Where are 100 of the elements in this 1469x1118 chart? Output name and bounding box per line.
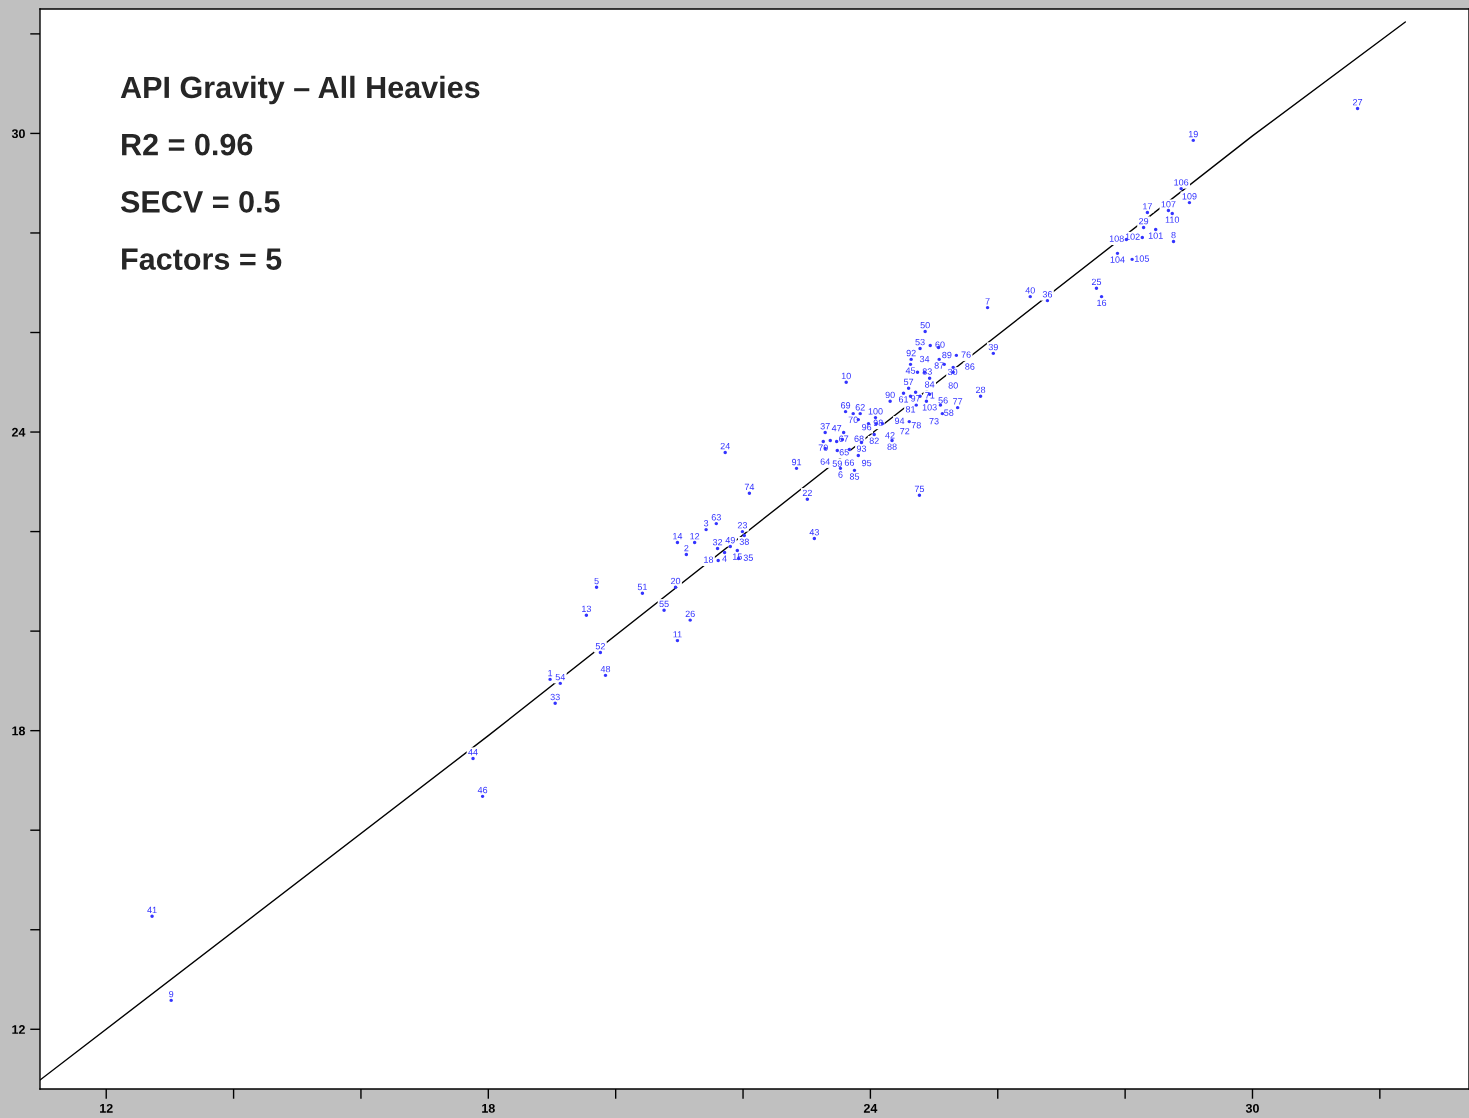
annotation: 9 <box>169 990 174 998</box>
annotation: 48 <box>600 665 611 673</box>
annotation: 20 <box>670 577 681 585</box>
annotation: 54 <box>555 673 566 681</box>
annotation: 52 <box>595 643 605 650</box>
annotation: 86 <box>965 363 975 370</box>
annotation: 14 <box>673 533 683 540</box>
annotation: 61 <box>898 396 909 403</box>
annotation: 36 <box>1042 291 1053 298</box>
annotation: 94 <box>894 417 905 425</box>
annotation: 6 <box>838 471 843 478</box>
annotation: 56 <box>938 397 948 404</box>
annotation: 37 <box>820 423 830 430</box>
annotation: 63 <box>711 514 721 521</box>
annotation: 68 <box>854 435 864 442</box>
annotation: 16 <box>1097 299 1107 307</box>
y-tick-label: 12 <box>12 1025 25 1034</box>
annotation: 45 <box>905 367 916 374</box>
annotation: 96 <box>862 423 872 431</box>
annotation: 88 <box>887 443 897 450</box>
annotation: 73 <box>929 417 939 425</box>
annotation: 91 <box>791 458 802 466</box>
text: API Gravity – All Heavies <box>120 75 480 105</box>
annotation: 44 <box>468 749 478 756</box>
x-tick-label: 24 <box>863 1103 878 1113</box>
annotation: 59 <box>832 460 842 467</box>
annotation: 74 <box>744 483 755 491</box>
annotation: 33 <box>550 693 560 701</box>
annotation: 28 <box>976 386 986 394</box>
annotation: 4 <box>722 555 727 562</box>
annotation: 12 <box>690 533 700 540</box>
annotation: 77 <box>953 398 963 405</box>
annotation: 71 <box>925 392 935 399</box>
annotation: 66 <box>844 459 855 466</box>
x-tick-label: 18 <box>482 1103 495 1113</box>
annotation: 11 <box>673 631 682 638</box>
annotation: 26 <box>685 610 695 618</box>
annotation: 22 <box>802 489 812 497</box>
annotation: 65 <box>839 449 849 456</box>
annotation: 34 <box>919 355 930 363</box>
x-tick-label: 12 <box>100 1103 113 1113</box>
annotation: 25 <box>1091 278 1102 286</box>
annotation: 69 <box>841 402 851 409</box>
annotation: 7 <box>985 298 990 305</box>
annotation: 27 <box>1352 99 1363 106</box>
annotation: 108 <box>1109 235 1124 242</box>
annotation: 47 <box>831 425 842 432</box>
annotation: 24 <box>720 442 730 450</box>
annotation: 76 <box>961 351 971 358</box>
annotation: 41 <box>147 906 157 914</box>
annotation: 92 <box>906 349 916 357</box>
annotation: 100 <box>868 408 883 415</box>
y-tick-label: 18 <box>12 726 26 736</box>
annotation: 103 <box>922 404 937 411</box>
annotation: 10 <box>841 372 851 380</box>
y-tick-label: 24 <box>11 427 26 437</box>
annotation: 51 <box>637 583 647 591</box>
annotation: 78 <box>911 422 921 429</box>
annotation: 72 <box>900 427 910 435</box>
annotation: 81 <box>905 406 916 413</box>
annotation: 62 <box>855 404 865 411</box>
annotation: 19 <box>1188 130 1198 138</box>
annotation: 84 <box>924 381 935 388</box>
annotation: 58 <box>944 409 954 416</box>
annotation: 42 <box>885 432 895 439</box>
annotation: 38 <box>739 538 749 545</box>
annotation: 110 <box>1165 216 1180 223</box>
annotation: 1 <box>548 669 553 677</box>
annotation: 23 <box>737 522 748 529</box>
annotation: 32 <box>712 538 723 546</box>
annotation: 39 <box>988 343 998 351</box>
annotation: 18 <box>704 556 714 563</box>
annotation: 107 <box>1161 201 1176 208</box>
annotation: 3 <box>703 520 709 527</box>
annotation: 82 <box>869 437 879 444</box>
annotation: 29 <box>1139 217 1149 225</box>
annotation: 5 <box>594 577 599 585</box>
annotation: 104 <box>1110 256 1125 263</box>
annotation: 40 <box>1025 287 1035 294</box>
annotation: 75 <box>914 485 925 493</box>
annotation: 57 <box>903 378 914 386</box>
annotation: 105 <box>1135 255 1149 262</box>
annotation: 49 <box>725 536 735 544</box>
annotation: 55 <box>659 600 669 608</box>
annotation: 8 <box>1171 231 1176 239</box>
annotation: 90 <box>885 391 895 399</box>
y-tick-label: 30 <box>11 129 25 139</box>
annotation: 43 <box>809 529 819 536</box>
annotation: 17 <box>1143 203 1152 210</box>
annotation: 64 <box>820 458 830 465</box>
annotation: 87 <box>934 362 944 369</box>
annotation: 13 <box>582 605 592 613</box>
annotation: 53 <box>915 338 925 346</box>
annotation: 80 <box>948 382 958 389</box>
annotation: 2 <box>684 544 689 552</box>
annotation: 109 <box>1182 193 1197 200</box>
annotation: Factors = 5 <box>122 248 282 270</box>
x-tick-label: 30 <box>1245 1103 1259 1113</box>
annotation: 50 <box>920 321 930 329</box>
annotation: 46 <box>477 786 488 794</box>
